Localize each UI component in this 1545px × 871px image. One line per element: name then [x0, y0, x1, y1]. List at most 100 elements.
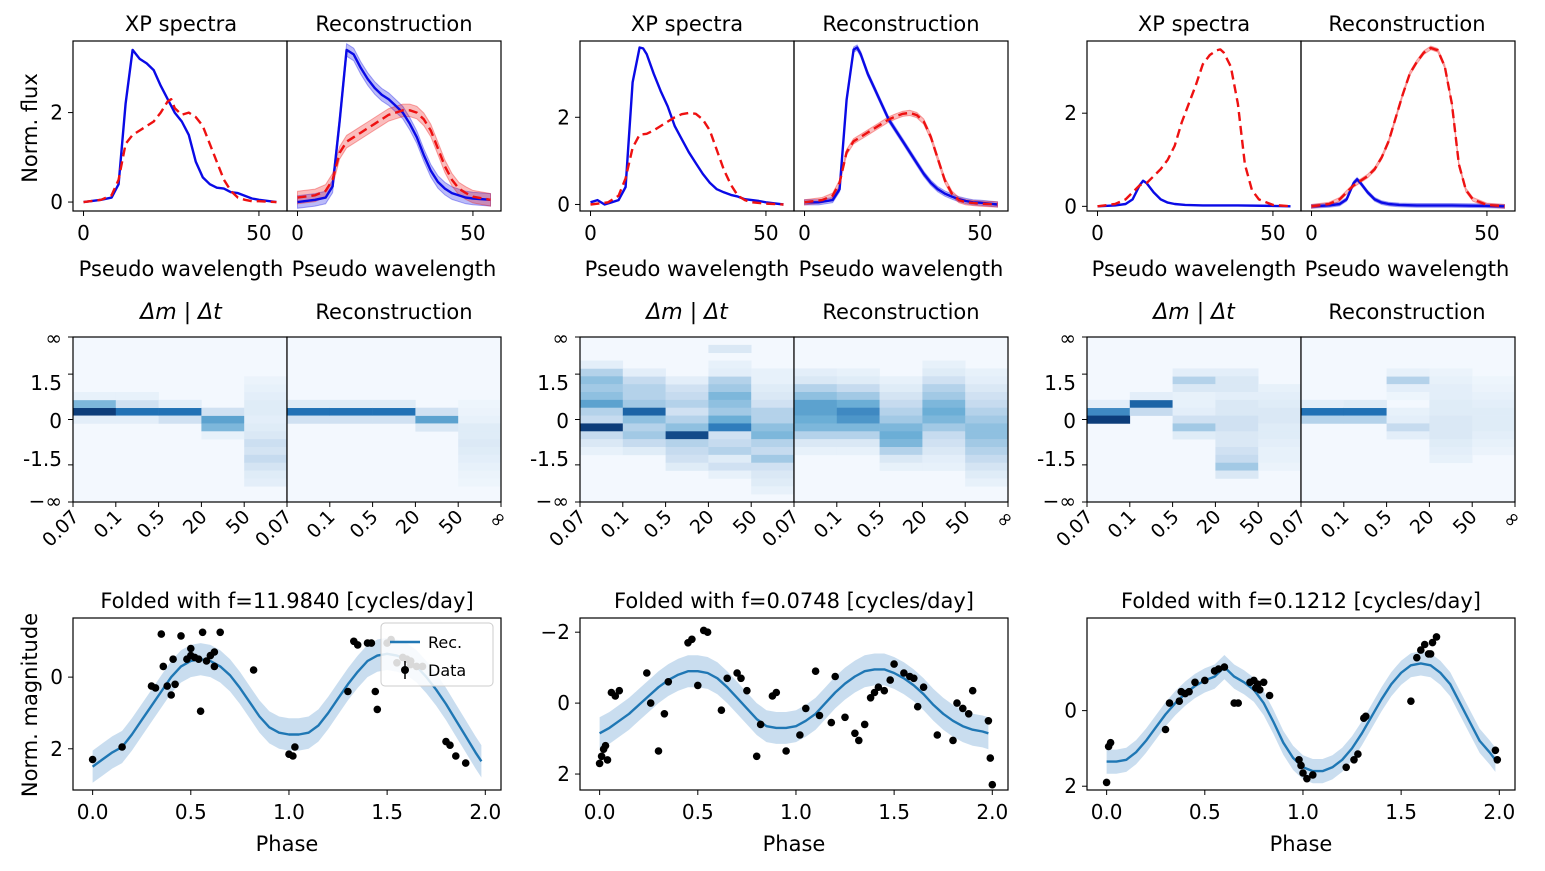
heatmap-cell — [794, 447, 838, 456]
x-tick-label: 2.0 — [976, 800, 1008, 824]
heatmap-cell — [287, 407, 331, 416]
dmdt-xtick: 0.1 — [597, 506, 634, 543]
dmdt-xtick: 0.1 — [1317, 506, 1354, 543]
heatmap-cell — [458, 439, 502, 448]
heatmap-cell — [458, 407, 502, 416]
heatmap-cell — [794, 399, 838, 409]
data-point — [688, 635, 696, 644]
heatmap-cell — [794, 431, 838, 440]
heatmap-cell — [965, 392, 1009, 401]
dmdt-xtick: 50 — [1236, 506, 1269, 539]
axes-frame — [286, 336, 502, 503]
y-tick-label: 0 — [1064, 699, 1077, 723]
dmdt-xtick: 50 — [435, 506, 468, 539]
panel-recon2: 0 50 — [793, 40, 1009, 245]
data-point — [841, 713, 849, 722]
panel-spec3: 0 50 0 2 — [1064, 40, 1302, 245]
data-point — [202, 657, 211, 665]
data-point — [717, 706, 726, 714]
data-point — [210, 648, 219, 656]
series-blue-line — [1311, 178, 1505, 208]
heatmap-cell — [836, 368, 880, 377]
data-point — [1432, 633, 1441, 641]
data-point — [802, 704, 810, 713]
dmdt-ytick-neg-1-5: -1.5 — [1037, 447, 1076, 471]
title-folded-3: Folded with f=0.1212 [cycles/day] — [1121, 589, 1481, 613]
data-point — [1220, 663, 1229, 671]
heatmap-cell — [244, 431, 288, 440]
heatmap-cell — [965, 376, 1009, 385]
heatmap-cell — [879, 384, 923, 393]
heatmap-cell — [708, 384, 752, 393]
heatmap-cell — [1258, 423, 1302, 432]
data-point — [851, 729, 859, 738]
ylabel-norm-flux: Norm. flux — [18, 73, 42, 183]
data-point — [1256, 686, 1264, 694]
panel-dmdt3 — [1082, 336, 1302, 507]
heatmap-cell — [965, 415, 1009, 424]
heatmap-cell — [751, 486, 795, 495]
data-point — [1413, 653, 1421, 662]
heatmap-cell — [965, 431, 1009, 440]
heatmap-cell — [922, 439, 966, 448]
dmdt-xtick: 20 — [179, 506, 212, 539]
heatmap-cell — [965, 439, 1009, 448]
title-folded-2: Folded with f=0.0748 [cycles/day] — [614, 589, 974, 613]
data-point — [919, 683, 928, 691]
heatmap-cell — [922, 360, 966, 369]
data-point — [210, 662, 219, 671]
data-point — [118, 743, 126, 751]
dmdt-y-ticklabels-2: ∞ 1.5 0 -1.5 −∞ — [530, 326, 569, 513]
dmdt-ytick-neg-inf: −∞ — [29, 489, 62, 513]
heatmap-cell — [1472, 431, 1516, 440]
title-dmdt-3: Δm | Δt — [1151, 300, 1236, 325]
axes-frame — [72, 40, 288, 212]
heatmap-cell — [580, 376, 624, 385]
legend-data-label: Data — [428, 661, 466, 680]
xlabel-phase-2: Phase — [763, 832, 826, 856]
heatmap-cell — [1172, 431, 1216, 440]
heatmap-cell — [115, 392, 159, 401]
heatmap-cell — [622, 392, 666, 401]
title-reconstruction-3: Reconstruction — [1328, 12, 1485, 36]
heatmap-cell — [244, 407, 288, 416]
heatmap-cell — [115, 415, 159, 424]
heatmap-cell — [665, 407, 709, 416]
heatmap-cell — [794, 376, 838, 385]
heatmap-cell — [879, 376, 923, 385]
axes-frame — [1300, 336, 1516, 503]
heatmap-cell — [458, 447, 502, 456]
heatmap-cell — [580, 368, 624, 377]
data-point — [194, 655, 203, 663]
x-tick-label: 0 — [798, 221, 811, 245]
heatmap-cell — [458, 399, 502, 409]
dmdt-xtick: 50 — [222, 506, 255, 539]
x-tick-label: 1.0 — [1287, 800, 1319, 824]
heatmap-cell — [580, 360, 624, 369]
heatmap-cell — [751, 431, 795, 440]
heatmap-cell — [708, 415, 752, 424]
data-point — [831, 672, 839, 681]
dmdt-ytick-1-5: 1.5 — [30, 371, 62, 395]
heatmap-cell — [836, 423, 880, 432]
heatmap-cell — [836, 447, 880, 456]
heatmap-cell — [1386, 423, 1430, 432]
heatmap-cell — [1472, 407, 1516, 416]
x-tick-label: 0 — [1091, 221, 1104, 245]
dmdt-xtick: 0.07 — [758, 506, 803, 551]
heatmap-cell — [965, 478, 1009, 487]
heatmap-cell — [708, 368, 752, 377]
xlabel-pseudo-wavelength-3: Pseudo wavelength — [585, 257, 790, 281]
heatmap-cell — [708, 462, 752, 471]
panel-spec2: 0 50 0 2 — [557, 40, 795, 245]
title-xp-spectra-1: XP spectra — [125, 12, 237, 36]
x-tick-label: 2.0 — [469, 800, 501, 824]
data-point — [1185, 687, 1193, 696]
data-point — [910, 674, 918, 683]
legend-rec-label: Rec. — [428, 633, 462, 652]
data-point — [187, 644, 195, 653]
dmdt-x-ticklabels-3: 0.07 0.1 0.5 20 50 0.07 0.1 0.5 20 50 — [1052, 506, 1481, 551]
heatmap-cell — [1301, 407, 1345, 416]
heatmap-cell — [115, 399, 159, 409]
